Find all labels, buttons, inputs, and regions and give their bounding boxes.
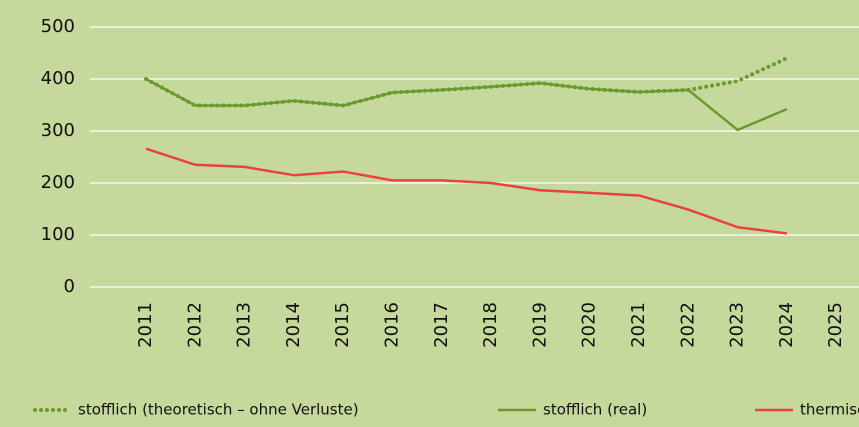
y-tick-label: 100 xyxy=(41,224,75,245)
x-tick-label: 2017 xyxy=(431,302,452,348)
x-tick-label: 2020 xyxy=(579,302,600,348)
y-tick-label: 200 xyxy=(41,172,75,193)
x-tick-label: 2016 xyxy=(382,302,403,348)
series-line xyxy=(144,56,789,108)
legend-label: stofflich (theoretisch – ohne Verluste) xyxy=(78,401,359,419)
x-tick-label: 2022 xyxy=(677,302,698,348)
x-tick-label: 2021 xyxy=(628,302,649,348)
legend-label: thermisch xyxy=(800,401,859,419)
x-tick-label: 2012 xyxy=(184,302,205,348)
x-tick-label: 2013 xyxy=(234,302,255,348)
y-tick-label: 0 xyxy=(64,276,75,297)
x-tick-label: 2023 xyxy=(727,302,748,348)
x-tick-label: 2024 xyxy=(776,302,797,348)
series-line xyxy=(145,77,788,132)
x-tick-label: 2011 xyxy=(135,302,156,348)
x-tick-label: 2015 xyxy=(332,302,353,348)
y-tick-label: 300 xyxy=(41,120,75,141)
x-tick-label: 2014 xyxy=(283,302,304,348)
y-tick-label: 400 xyxy=(41,68,75,89)
x-tick-label: 2019 xyxy=(529,302,550,348)
series-line xyxy=(145,147,788,235)
x-tick-label: 2018 xyxy=(480,302,501,348)
x-tick-label: 2025 xyxy=(825,302,846,348)
y-tick-label: 500 xyxy=(41,16,75,37)
legend-label: stofflich (real) xyxy=(543,401,647,419)
